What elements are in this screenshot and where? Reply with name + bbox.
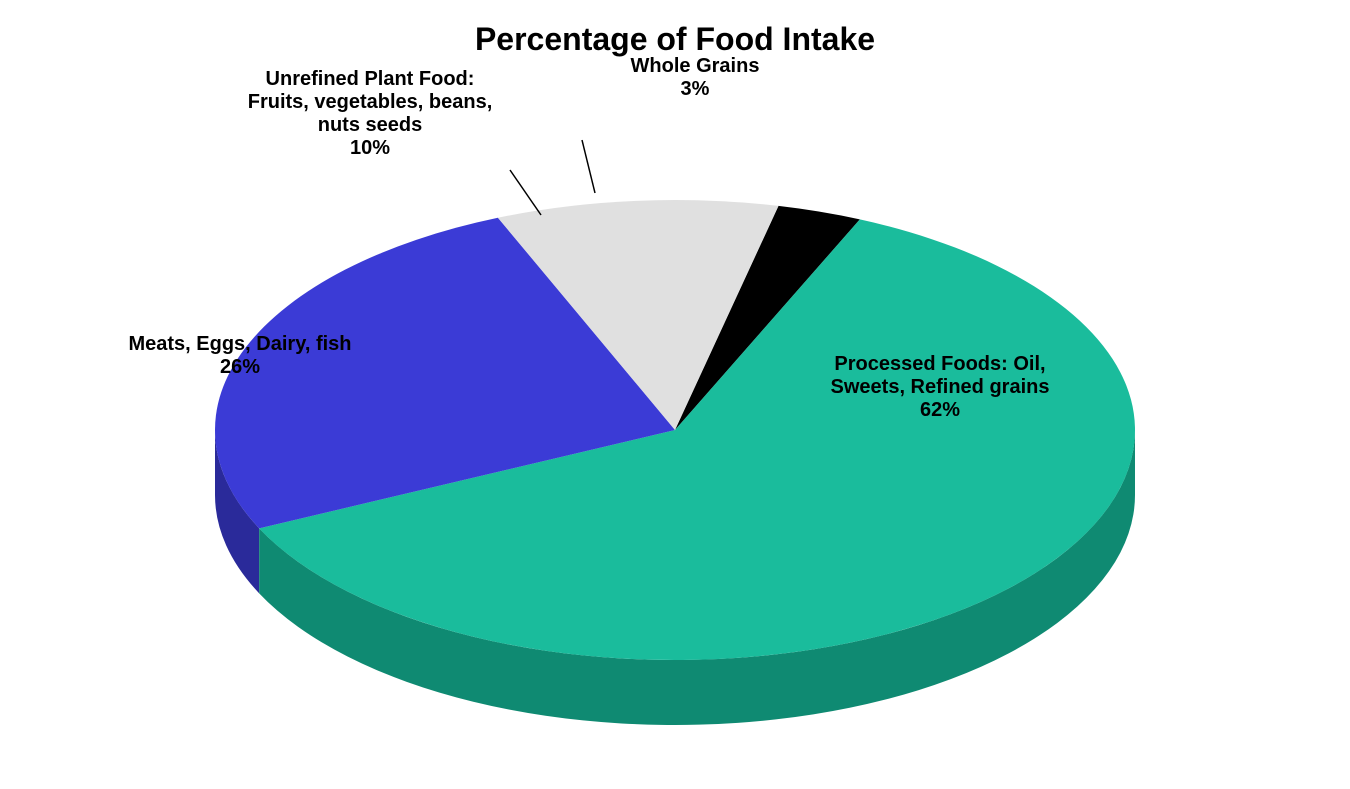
pie-top [215, 200, 1135, 660]
slice-label-line: 3% [681, 78, 710, 100]
slice-label-line: Sweets, Refined grains [831, 376, 1050, 398]
slice-label: Unrefined Plant Food:Fruits, vegetables,… [248, 68, 493, 159]
slice-label-line: Meats, Eggs, Dairy, fish [128, 333, 351, 355]
pie-chart: Percentage of Food Intake Whole Grains3%… [0, 0, 1350, 789]
leader-line [582, 140, 595, 193]
slice-label-line: 10% [350, 137, 390, 159]
pie-leaders [510, 140, 595, 215]
chart-title: Percentage of Food Intake [475, 21, 875, 57]
slice-label-line: Whole Grains [631, 55, 760, 77]
slice-label-line: 62% [920, 399, 960, 421]
slice-label: Whole Grains3% [631, 55, 760, 100]
slice-label-line: Fruits, vegetables, beans, [248, 91, 493, 113]
slice-label-line: Processed Foods: Oil, [834, 353, 1045, 375]
slice-label-line: nuts seeds [318, 114, 422, 136]
slice-label-line: Unrefined Plant Food: [266, 68, 475, 90]
slice-label-line: 26% [220, 356, 260, 378]
leader-line [510, 170, 541, 215]
